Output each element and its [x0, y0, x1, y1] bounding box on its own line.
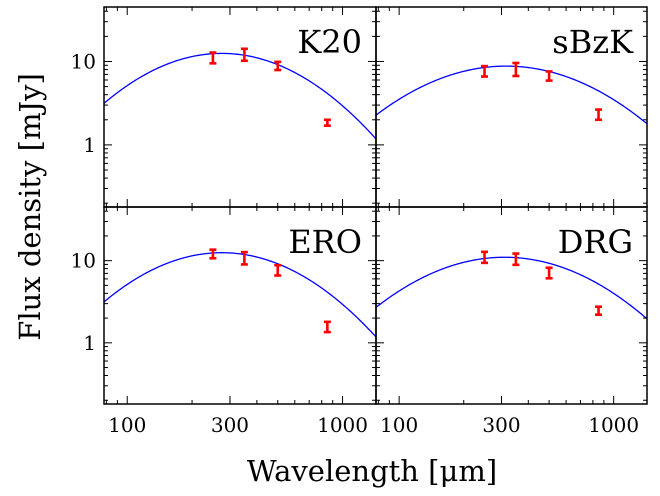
x-tick-label: 100 [108, 413, 146, 437]
panel-frame [375, 206, 648, 405]
model-curve [376, 256, 647, 320]
y-tick-label: 1 [83, 331, 96, 355]
panel-label: DRG [558, 223, 633, 261]
model-curve [104, 52, 376, 140]
y-tick-label: 10 [71, 49, 96, 73]
x-tick-label: 300 [482, 413, 520, 437]
x-tick-label: 100 [380, 413, 418, 437]
x-tick-label: 1000 [588, 413, 639, 437]
x-tick-label: 1000 [317, 413, 368, 437]
y-tick-label: 10 [71, 249, 96, 273]
panel-label: K20 [297, 23, 362, 61]
y-tick-label: 1 [83, 133, 96, 157]
panel-label: ERO [288, 223, 362, 261]
panel-label: sBzK [552, 23, 634, 61]
x-axis-title: Wavelength [μm] [247, 454, 497, 488]
y-axis-title: Flux density [mJy] [13, 73, 47, 341]
x-tick-label: 300 [211, 413, 249, 437]
model-curve [104, 252, 376, 338]
model-curve [376, 65, 647, 125]
